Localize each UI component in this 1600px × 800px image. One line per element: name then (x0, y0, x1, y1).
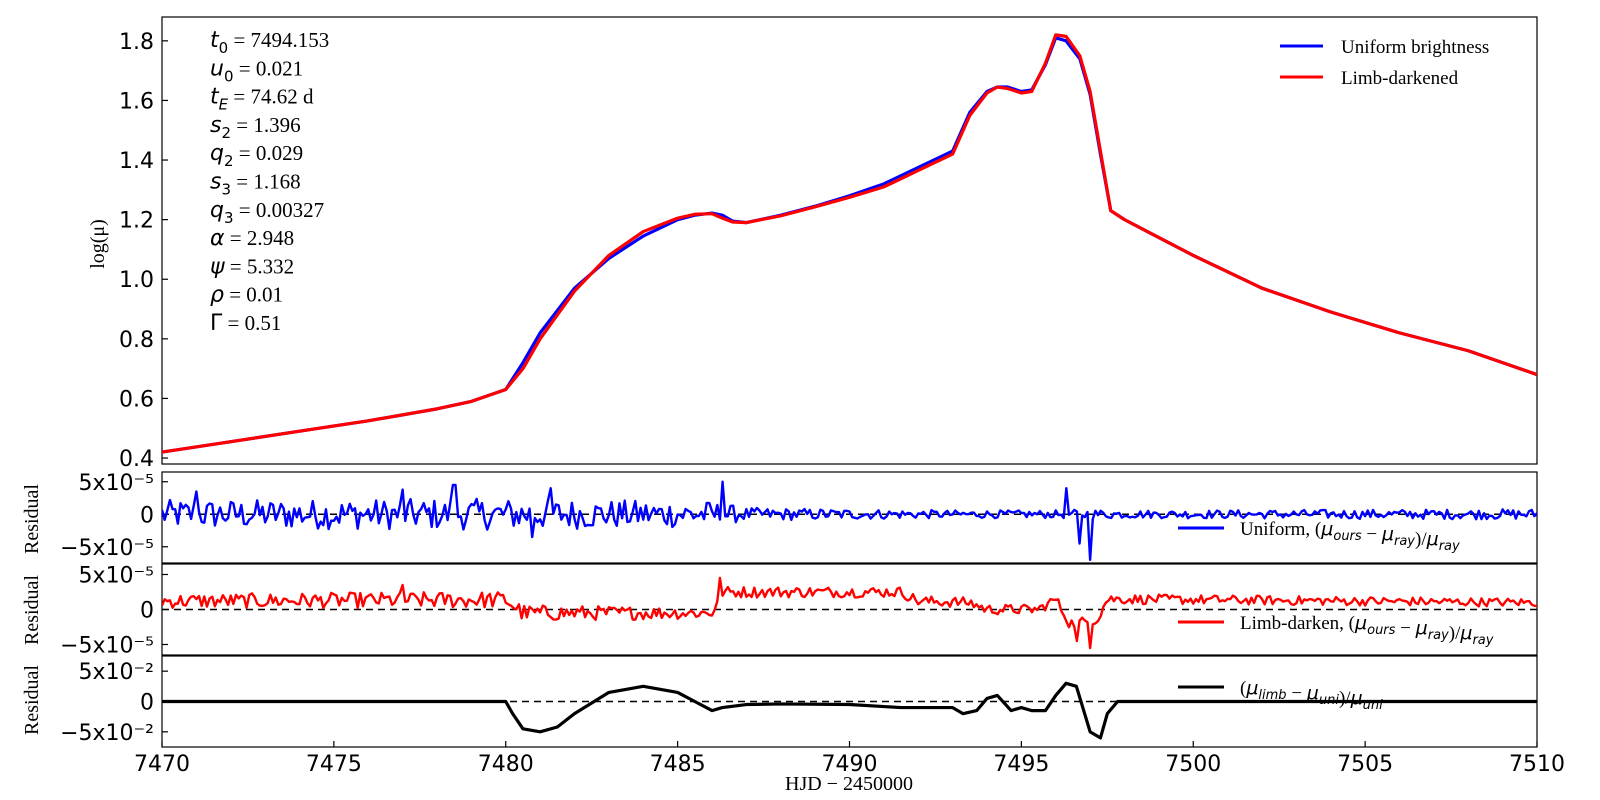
plot-frame (161, 471, 1538, 564)
legend-label: (μlimb − μuni)/μuni (1240, 677, 1383, 713)
x-tick-label: 7510 (1509, 752, 1565, 777)
y-tick-label: 1.8 (119, 30, 154, 55)
y-tick-label: 0.6 (119, 387, 154, 412)
x-tick-label: 7495 (993, 752, 1049, 777)
residual-ylabel-3: Residual (21, 665, 43, 735)
limb-darkened-residual-panel: 5x10⁻⁵ 0 −5x10⁻⁵ Limb-darken, (μours − μray… (60, 563, 1538, 659)
difference-residual-line (162, 681, 1537, 740)
parameter-annotation: s3 = 1.168 (210, 170, 301, 199)
residual-ylabel-1: Residual (21, 484, 43, 554)
x-tick-label: 7500 (1165, 752, 1221, 777)
parameter-annotation: α = 2.948 (210, 226, 294, 251)
residual-ylabel-2: Residual (21, 575, 43, 645)
x-tick-label: 7490 (822, 752, 878, 777)
y-tick-label: 0.8 (119, 328, 154, 353)
y-tick-label: 0 (140, 503, 154, 528)
y-tick-label: 1.0 (119, 268, 154, 293)
uniform-residual-panel: 5x10⁻⁵ 0 −5x10⁻⁵ Uniform, (μours − μray)/μr… (60, 471, 1538, 564)
legend-label: Limb-darken, (μours − μray)/μray (1240, 612, 1494, 648)
parameter-annotation: t0 = 7494.153 (210, 28, 329, 57)
y-tick-label: −5x10⁻² (60, 721, 154, 746)
y-tick-label: 5x10⁻⁵ (79, 471, 154, 496)
parameter-annotation: s2 = 1.396 (210, 113, 301, 142)
legend-label: Uniform, (μours − μray)/μray (1240, 518, 1460, 554)
main-light-curve-panel: 0.4 0.6 0.8 1.0 1.2 1.4 1.6 1.8 Uniform brightne… (119, 16, 1538, 472)
x-tick-label: 7475 (306, 752, 362, 777)
x-tick-label: 7470 (134, 752, 190, 777)
x-tick-label: 7505 (1337, 752, 1393, 777)
uniform-residual-line (162, 480, 1537, 561)
y-tick-label: 0.4 (119, 447, 154, 472)
parameter-annotation: q2 = 0.029 (210, 141, 303, 170)
x-axis-label: HJD − 2450000 (785, 773, 913, 795)
parameter-annotation: tE = 74.62 d (210, 85, 314, 114)
y-tick-label: 0 (140, 691, 154, 716)
limb-darkened-line (162, 33, 1537, 454)
limb-uniform-difference-panel: 5x10⁻² 0 −5x10⁻² (μlimb − μuni)/μuni 7470 747… (60, 655, 1565, 777)
parameter-annotation: Γ = 0.51 (210, 311, 281, 336)
legend-label: Limb-darkened (1341, 68, 1459, 89)
y-tick-label: 1.4 (119, 149, 154, 174)
y-tick-label: 5x10⁻⁵ (79, 564, 154, 589)
plot-frame (161, 16, 1538, 465)
legend-label: Uniform brightness (1341, 37, 1489, 58)
parameter-annotation: ρ = 0.01 (210, 283, 283, 308)
main-ylabel: log(μ) (87, 219, 109, 269)
parameter-annotation: u0 = 0.021 (210, 56, 303, 85)
y-tick-label: 1.6 (119, 89, 154, 114)
uniform-brightness-line (162, 36, 1537, 454)
x-tick-label: 7480 (478, 752, 534, 777)
y-tick-label: 1.2 (119, 209, 154, 234)
y-tick-label: −5x10⁻⁵ (60, 634, 154, 659)
limb-darkened-residual-line (162, 576, 1537, 650)
x-tick-label: 7485 (650, 752, 706, 777)
parameter-annotation: q3 = 0.00327 (210, 198, 324, 227)
y-tick-label: 5x10⁻² (79, 660, 154, 685)
y-tick-label: −5x10⁻⁵ (60, 536, 154, 561)
y-tick-label: 0 (140, 599, 154, 624)
parameter-annotation: ψ = 5.332 (210, 254, 294, 279)
